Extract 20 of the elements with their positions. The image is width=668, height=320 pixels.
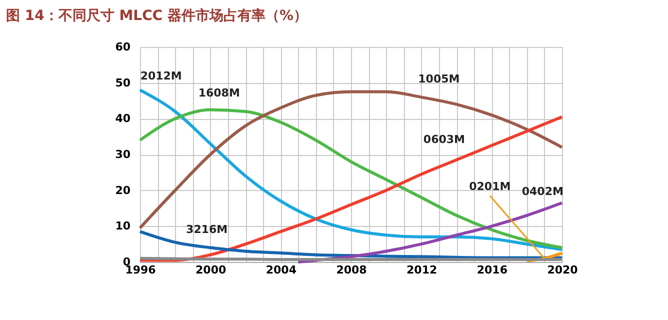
text: 0201M <box>469 180 511 193</box>
chart-title: 图 14：不同尺寸 MLCC 器件市场占有率（%） <box>6 7 308 24</box>
y-tick-label: 50 <box>115 76 131 90</box>
x-tick-label: 2004 <box>266 264 297 276</box>
y-tick-label: 20 <box>115 184 131 197</box>
x-tick-label: 2012 <box>406 264 438 276</box>
x-tick-label: 2008 <box>336 264 367 276</box>
series-label: 1005M <box>418 72 460 86</box>
y-tick-label: 10 <box>115 220 131 233</box>
x-tick-label: 2016 <box>476 264 508 276</box>
series-label: 1608M <box>198 86 240 100</box>
y-tick-label: 40 <box>115 112 131 126</box>
x-tick-label: 2000 <box>196 264 226 276</box>
series-label: 0603M <box>423 133 465 146</box>
series-label: 3216M <box>186 222 228 236</box>
y-tick-label: 60 <box>115 40 131 54</box>
x-tick-label: 2020 <box>547 264 578 276</box>
series-label: 2012M <box>140 70 182 83</box>
y-tick-label: 30 <box>115 148 131 161</box>
series-label: 0402M <box>522 184 564 198</box>
